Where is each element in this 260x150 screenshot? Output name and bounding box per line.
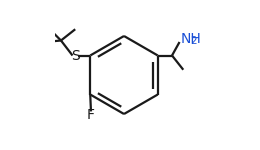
- Text: F: F: [87, 108, 95, 122]
- Text: 2: 2: [190, 36, 197, 46]
- Text: NH: NH: [181, 32, 202, 46]
- Text: S: S: [71, 48, 80, 63]
